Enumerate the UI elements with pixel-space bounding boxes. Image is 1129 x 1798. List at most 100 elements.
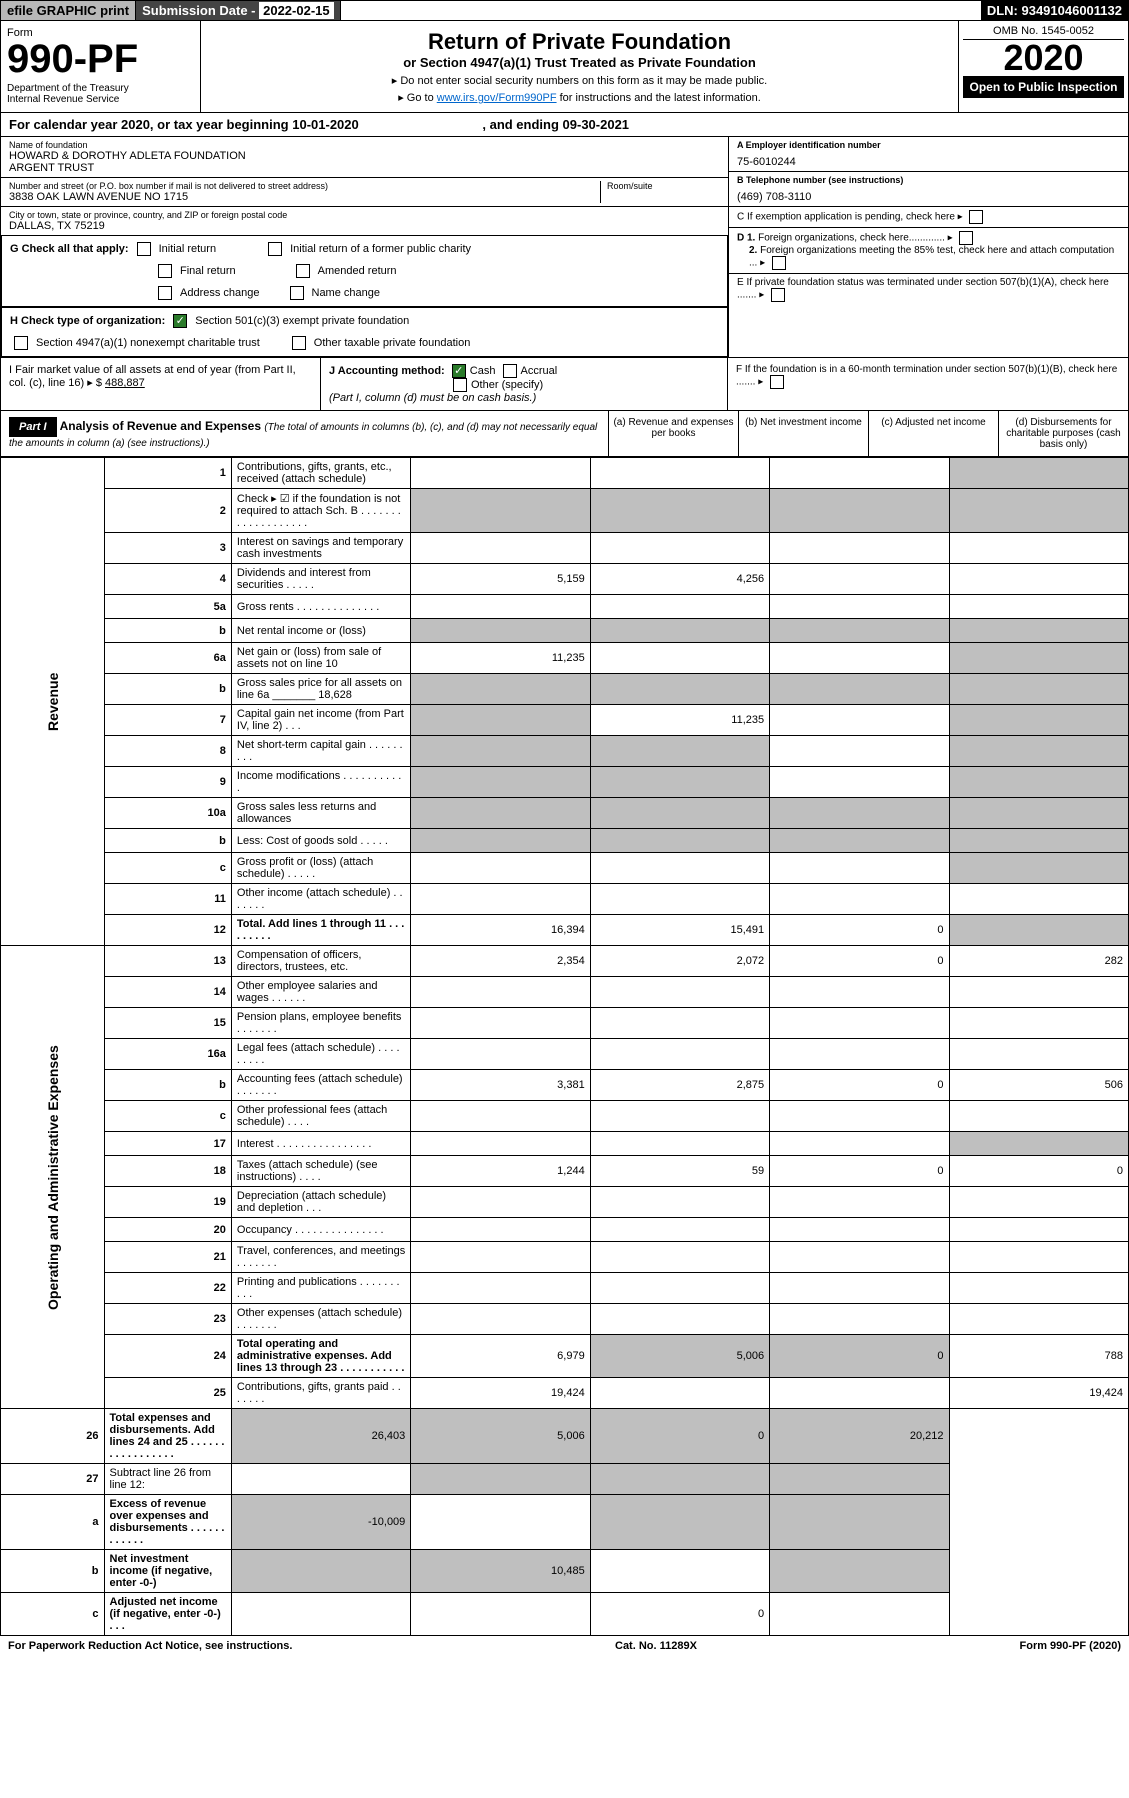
cell-b xyxy=(590,1008,769,1039)
cell-a xyxy=(231,1464,410,1495)
cell-a xyxy=(411,619,590,643)
chk-c[interactable] xyxy=(969,210,983,224)
cell-dd xyxy=(770,1593,949,1636)
line-desc: Contributions, gifts, grants paid . . . … xyxy=(231,1378,410,1409)
section-i-j-f: I Fair market value of all assets at end… xyxy=(0,358,1129,411)
table-row: 17Interest . . . . . . . . . . . . . . .… xyxy=(1,1132,1129,1156)
fmv-label: I Fair market value of all assets at end… xyxy=(9,364,296,389)
col-d-header: (d) Disbursements for charitable purpose… xyxy=(998,411,1128,456)
chk-name[interactable] xyxy=(290,286,304,300)
line-num: 5a xyxy=(104,595,231,619)
chk-cash[interactable] xyxy=(452,364,466,378)
chk-initial-return[interactable] xyxy=(137,242,151,256)
cell-b xyxy=(590,1218,769,1242)
cell-c xyxy=(770,643,949,674)
chk-amended[interactable] xyxy=(296,264,310,278)
chk-e[interactable] xyxy=(771,288,785,302)
table-row: 27Subtract line 26 from line 12: xyxy=(1,1464,1129,1495)
dept-treasury: Department of the Treasury Internal Reve… xyxy=(7,83,194,105)
expenses-vlabel: Operating and Administrative Expenses xyxy=(1,946,105,1409)
chk-other-method[interactable] xyxy=(453,378,467,392)
line-num: c xyxy=(1,1593,105,1636)
cell-b: 11,235 xyxy=(590,705,769,736)
cell-c xyxy=(770,884,949,915)
open-inspection: Open to Public Inspection xyxy=(963,76,1124,98)
cell-a xyxy=(411,458,590,489)
line-num: 2 xyxy=(104,489,231,533)
line-num: 21 xyxy=(104,1242,231,1273)
cell-b: 59 xyxy=(590,1156,769,1187)
foundation-name-box: Name of foundation HOWARD & DOROTHY ADLE… xyxy=(1,137,728,178)
table-row: bGross sales price for all assets on lin… xyxy=(1,674,1129,705)
line-num: 13 xyxy=(104,946,231,977)
line-desc: Income modifications . . . . . . . . . .… xyxy=(231,767,410,798)
revenue-expense-table: Revenue1Contributions, gifts, grants, et… xyxy=(0,457,1129,1636)
line-desc: Total. Add lines 1 through 11 . . . . . … xyxy=(231,915,410,946)
cell-a: 26,403 xyxy=(231,1409,410,1464)
chk-4947[interactable] xyxy=(14,336,28,350)
cell-a xyxy=(411,595,590,619)
line-num: b xyxy=(1,1550,105,1593)
dln: DLN: 93491046001132 xyxy=(981,1,1128,20)
line-desc: Subtract line 26 from line 12: xyxy=(104,1464,231,1495)
chk-f[interactable] xyxy=(770,375,784,389)
cell-dd xyxy=(770,1464,949,1495)
instr-link[interactable]: www.irs.gov/Form990PF xyxy=(437,92,557,104)
line-num: 24 xyxy=(104,1335,231,1378)
cell-a xyxy=(411,829,590,853)
cell-dd xyxy=(949,1187,1128,1218)
year-box: OMB No. 1545-0052 2020 Open to Public In… xyxy=(958,21,1128,112)
cell-a xyxy=(411,1132,590,1156)
form-num: 990-PF xyxy=(7,39,194,79)
line-desc: Other professional fees (attach schedule… xyxy=(231,1101,410,1132)
cell-b xyxy=(590,1273,769,1304)
cell-b: 5,006 xyxy=(590,1335,769,1378)
cell-dd xyxy=(949,1242,1128,1273)
cell-a xyxy=(411,884,590,915)
cell-b: 10,485 xyxy=(411,1550,590,1593)
line-num: 23 xyxy=(104,1304,231,1335)
cell-c xyxy=(770,595,949,619)
cell-a: 19,424 xyxy=(411,1378,590,1409)
cell-c: 0 xyxy=(770,946,949,977)
telephone-box: B Telephone number (see instructions) (4… xyxy=(729,172,1128,207)
chk-other-taxable[interactable] xyxy=(292,336,306,350)
table-row: 16aLegal fees (attach schedule) . . . . … xyxy=(1,1039,1129,1070)
cell-b xyxy=(590,1101,769,1132)
line-num: 15 xyxy=(104,1008,231,1039)
chk-501c3[interactable] xyxy=(173,314,187,328)
line-desc: Contributions, gifts, grants, etc., rece… xyxy=(231,458,410,489)
chk-d2[interactable] xyxy=(772,256,786,270)
chk-address[interactable] xyxy=(158,286,172,300)
line-num: 14 xyxy=(104,977,231,1008)
cell-c xyxy=(770,1218,949,1242)
line-desc: Depreciation (attach schedule) and deple… xyxy=(231,1187,410,1218)
cell-b xyxy=(590,767,769,798)
chk-accrual[interactable] xyxy=(503,364,517,378)
line-num: 26 xyxy=(1,1409,105,1464)
form-ref: Form 990-PF (2020) xyxy=(1020,1640,1121,1652)
cell-dd xyxy=(770,1495,949,1550)
section-e: E If private foundation status was termi… xyxy=(729,274,1128,305)
line-desc: Total expenses and disbursements. Add li… xyxy=(104,1409,231,1464)
cell-b xyxy=(590,1378,769,1409)
line-desc: Net rental income or (loss) xyxy=(231,619,410,643)
cell-c xyxy=(770,564,949,595)
cell-c xyxy=(770,736,949,767)
instr-1: ▸ Do not enter social security numbers o… xyxy=(209,74,950,87)
line-desc: Taxes (attach schedule) (see instruction… xyxy=(231,1156,410,1187)
table-row: cGross profit or (loss) (attach schedule… xyxy=(1,853,1129,884)
cell-b xyxy=(590,1132,769,1156)
cell-b xyxy=(590,884,769,915)
cell-b xyxy=(590,1242,769,1273)
chk-final[interactable] xyxy=(158,264,172,278)
line-num: 19 xyxy=(104,1187,231,1218)
cell-a xyxy=(411,853,590,884)
chk-d1[interactable] xyxy=(959,231,973,245)
chk-initial-public[interactable] xyxy=(268,242,282,256)
cell-b xyxy=(590,458,769,489)
table-row: 7Capital gain net income (from Part IV, … xyxy=(1,705,1129,736)
section-f: F If the foundation is in a 60-month ter… xyxy=(728,358,1128,410)
line-desc: Occupancy . . . . . . . . . . . . . . . xyxy=(231,1218,410,1242)
cell-dd xyxy=(949,829,1128,853)
